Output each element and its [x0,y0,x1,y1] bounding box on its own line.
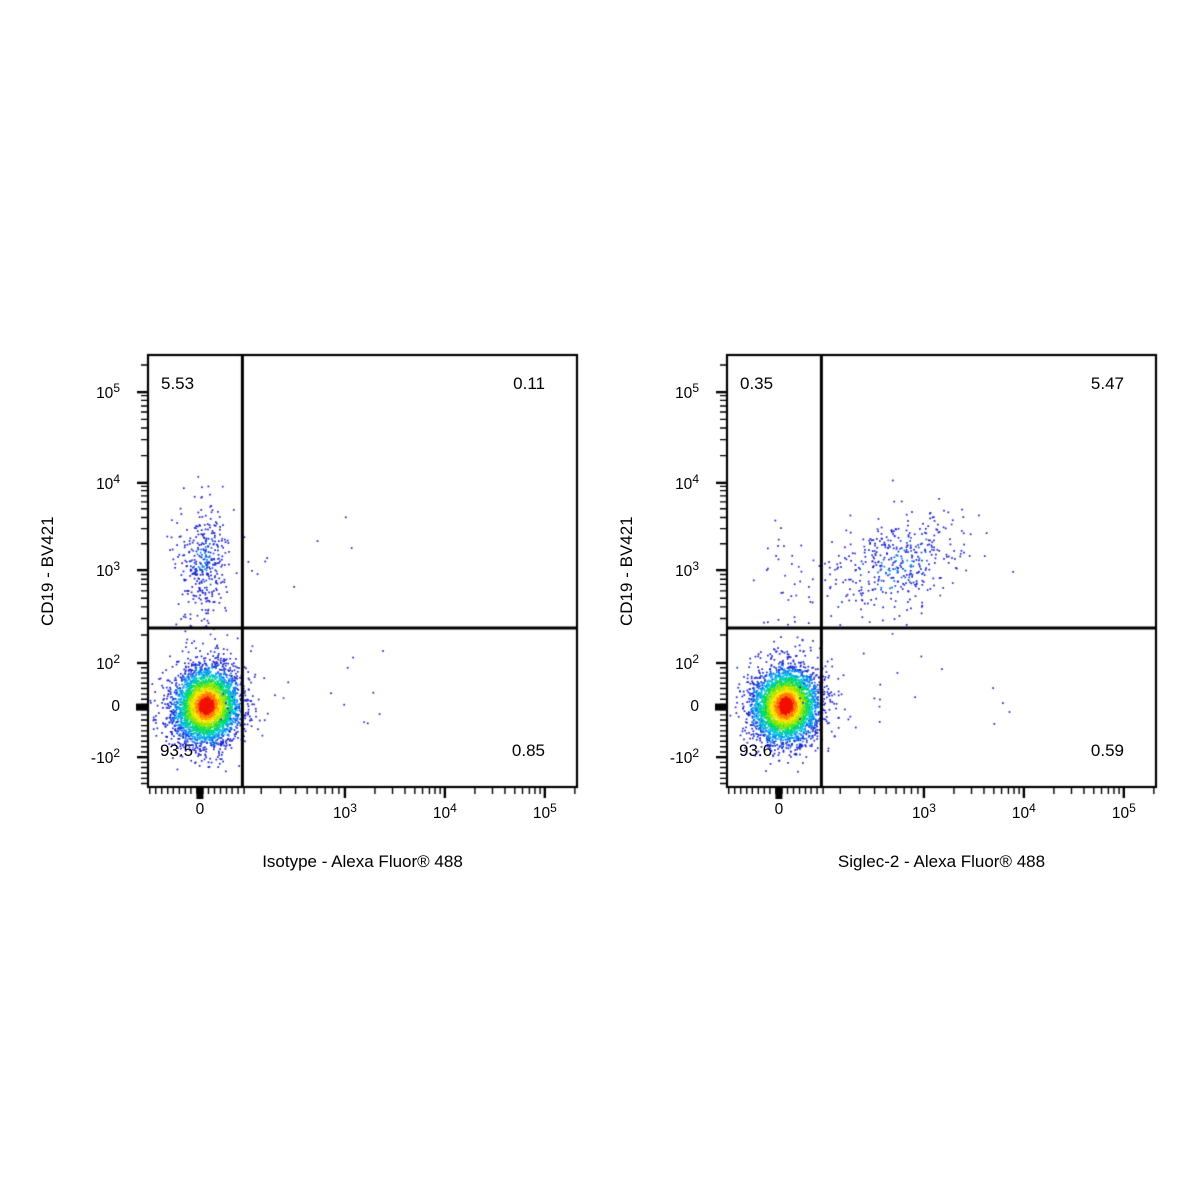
y-tick-label: 103 [96,559,120,581]
y-tick-label: 104 [675,471,699,493]
scatter-dot-canvas [133,346,608,816]
y-tick-label: -102 [90,746,120,768]
y-tick-label: 0 [111,698,120,716]
x-axis-title: Siglec-2 - Alexa Fluor® 488 [837,852,1046,871]
flow-plot-isotype-af488: CD19 - BV421 Isotype - Alexa Fluor® 488 … [38,346,608,871]
y-tick-label: -102 [669,746,699,768]
y-tick-label: 105 [675,381,699,403]
x-axis-title: Isotype - Alexa Fluor® 488 [262,852,463,871]
y-tick-label: 102 [96,651,120,674]
flow-plot-siglec2-af488: CD19 - BV421 Siglec-2 - Alexa Fluor® 488… [617,346,1187,871]
y-tick-label: 104 [96,471,120,493]
y-tick-label: 105 [96,381,120,403]
y-tick-label: 0 [690,698,699,716]
y-axis-title: CD19 - BV421 [617,516,636,626]
scatter-dot-canvas [712,346,1187,816]
y-tick-label: 102 [675,651,699,674]
y-axis-title: CD19 - BV421 [38,516,57,626]
y-tick-label: 103 [675,559,699,581]
